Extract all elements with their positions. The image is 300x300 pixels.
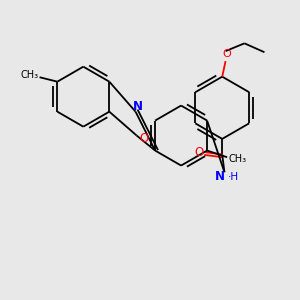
- Text: O: O: [140, 132, 149, 146]
- Text: O: O: [194, 146, 203, 159]
- Text: ·H: ·H: [228, 172, 239, 182]
- Text: N: N: [215, 170, 225, 183]
- Text: CH₃: CH₃: [20, 70, 39, 80]
- Text: O: O: [222, 49, 231, 59]
- Text: N: N: [133, 100, 143, 112]
- Text: CH₃: CH₃: [228, 154, 246, 164]
